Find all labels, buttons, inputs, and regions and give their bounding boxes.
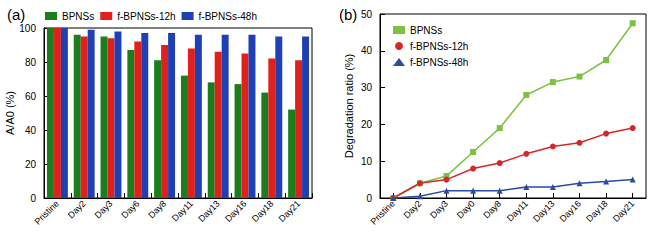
svg-text:0: 0 xyxy=(366,193,372,204)
svg-text:Day0: Day0 xyxy=(455,198,477,220)
svg-text:0: 0 xyxy=(30,193,36,204)
svg-text:Day8: Day8 xyxy=(146,198,168,220)
svg-text:100: 100 xyxy=(19,23,36,34)
svg-text:Day2: Day2 xyxy=(402,198,424,220)
svg-text:Day8: Day8 xyxy=(481,198,503,220)
svg-text:Day13: Day13 xyxy=(531,198,556,223)
svg-text:80: 80 xyxy=(25,57,37,68)
svg-text:20: 20 xyxy=(361,119,373,130)
svg-text:20: 20 xyxy=(25,159,37,170)
svg-text:f-BPNSs-48h: f-BPNSs-48h xyxy=(199,11,257,22)
svg-text:f-BPNSs-48h: f-BPNSs-48h xyxy=(410,57,468,68)
svg-text:Day18: Day18 xyxy=(584,198,609,223)
svg-text:Day11: Day11 xyxy=(505,198,530,223)
svg-text:40: 40 xyxy=(361,45,373,56)
svg-text:Day21: Day21 xyxy=(611,198,636,223)
svg-text:Day16: Day16 xyxy=(223,198,248,223)
svg-text:f-BPNSs-12h: f-BPNSs-12h xyxy=(410,41,468,52)
svg-text:A/A0 (%): A/A0 (%) xyxy=(4,91,16,135)
svg-text:Pristine: Pristine xyxy=(33,198,61,226)
svg-text:Day21: Day21 xyxy=(277,198,302,223)
svg-text:60: 60 xyxy=(25,91,37,102)
svg-text:Day18: Day18 xyxy=(250,198,275,223)
svg-text:Day2: Day2 xyxy=(66,198,88,220)
svg-text:(a): (a) xyxy=(7,6,25,23)
svg-text:Day13: Day13 xyxy=(196,198,221,223)
svg-text:Day3: Day3 xyxy=(428,198,450,220)
svg-text:f-BPNSs-12h: f-BPNSs-12h xyxy=(117,11,175,22)
svg-text:30: 30 xyxy=(361,82,373,93)
svg-text:BPNSs: BPNSs xyxy=(410,25,442,36)
svg-text:40: 40 xyxy=(25,125,37,136)
svg-text:10: 10 xyxy=(361,156,373,167)
svg-text:Day3: Day3 xyxy=(93,198,115,220)
svg-text:Day6: Day6 xyxy=(119,198,141,220)
svg-text:Degradation ratio (%): Degradation ratio (%) xyxy=(343,54,355,159)
svg-text:50: 50 xyxy=(361,9,373,20)
svg-text:(b): (b) xyxy=(339,6,357,23)
svg-text:Day11: Day11 xyxy=(170,198,195,223)
svg-text:BPNSs: BPNSs xyxy=(62,11,94,22)
svg-text:Pristine: Pristine xyxy=(369,198,397,226)
svg-text:Day16: Day16 xyxy=(558,198,583,223)
